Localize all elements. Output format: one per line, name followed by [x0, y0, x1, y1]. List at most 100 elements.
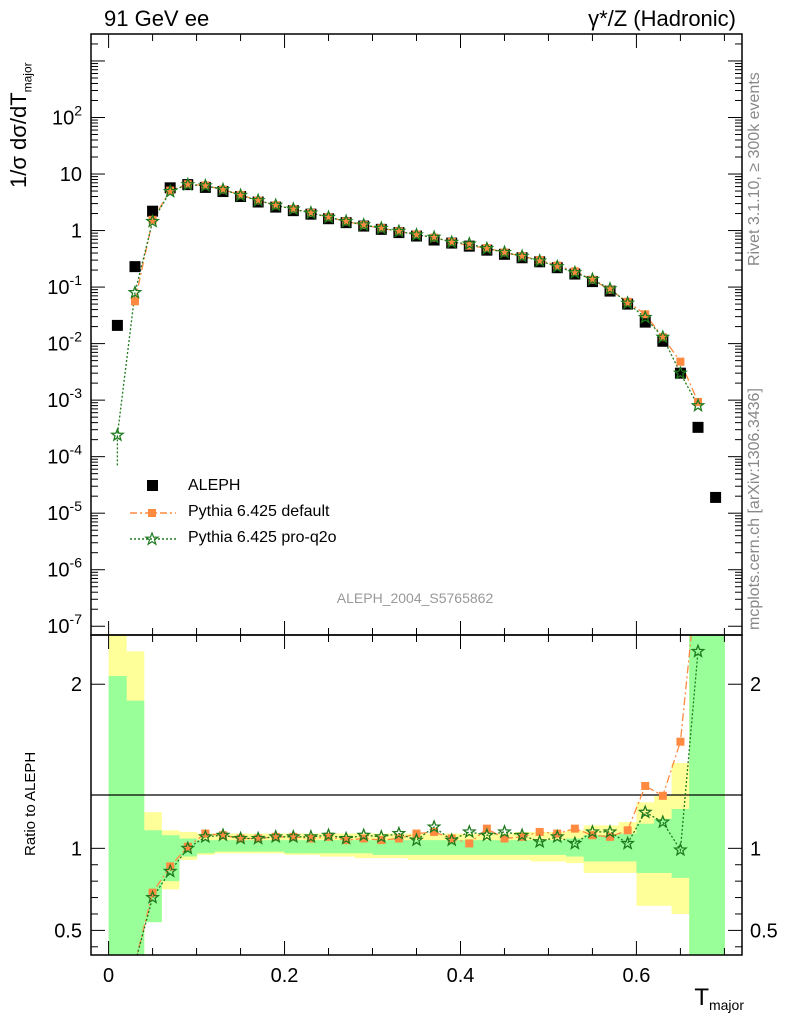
- proq2o-point: [162, 183, 178, 198]
- proq2o-point: [549, 258, 565, 273]
- band-green-bin: [214, 840, 233, 852]
- ratio-uncertainty-bands: [108, 635, 725, 955]
- ratio-default-point: [658, 791, 667, 800]
- default-point: [570, 267, 579, 276]
- ratio-y-tick-label-right: 2: [750, 674, 761, 696]
- ratio-default-point: [465, 839, 474, 848]
- main-y-axis-label-sub: major: [20, 62, 35, 93]
- ratio-default-point: [676, 737, 685, 746]
- band-green-bin: [337, 840, 356, 854]
- x-tick-label: 0: [103, 965, 114, 987]
- main-y-tick-label: 102: [52, 102, 82, 129]
- legend-proq2o-label: Pythia 6.425 pro-q2o: [188, 529, 337, 546]
- band-green-bin: [706, 635, 725, 955]
- default-point: [553, 261, 562, 270]
- ratio-proq2o-point: [497, 824, 512, 839]
- ratio-proq2o-point: [285, 828, 301, 844]
- default-point: [236, 191, 245, 200]
- proq2o-point: [602, 281, 618, 296]
- proq2o-point: [690, 397, 706, 413]
- main-y-tick-label: 10-2: [47, 329, 82, 356]
- band-green-bin: [390, 840, 409, 855]
- ratio-proq2o-point: [637, 804, 653, 819]
- ratio-default-point: [271, 832, 280, 841]
- ratio-proq2o-point: [250, 830, 266, 845]
- ratio-default-point: [694, 565, 702, 573]
- default-point: [271, 201, 280, 210]
- proq2o-point: [532, 252, 548, 268]
- band-green-bin: [618, 833, 637, 862]
- band-green-bin: [513, 840, 532, 855]
- ratio-plot-marks: [136, 565, 706, 955]
- aleph-point: [710, 491, 722, 503]
- band-green-bin: [442, 840, 461, 855]
- ratio-default-point: [535, 827, 544, 836]
- proq2o-point: [268, 197, 284, 212]
- aleph-point: [692, 421, 704, 433]
- band-green-bin: [636, 823, 655, 873]
- ratio-default-point: [306, 834, 315, 843]
- legend-default-marker: [130, 509, 176, 517]
- analysis-tag: ALEPH_2004_S5765862: [336, 590, 494, 606]
- ratio-default-point: [641, 781, 650, 790]
- axes-ticks: 10-7 10-6 10-5 10-4 10-3 10-2 10-1 1 10 102 0 0.2 0.…: [47, 33, 778, 987]
- rivet-version-label: Rivet 3.1.10, ≥ 300k events: [746, 72, 763, 266]
- proq2o-point: [567, 264, 583, 280]
- ratio-proq2o-point: [391, 825, 407, 840]
- legend: ALEPH Pythia 6.425 default Pythia 6.425 …: [128, 474, 408, 552]
- ratio-default-point: [289, 832, 298, 841]
- ratio-proq2o-point: [373, 828, 389, 844]
- proq2o-point: [127, 284, 143, 299]
- default-point: [535, 256, 544, 265]
- default-point: [324, 213, 333, 222]
- ratio-y-tick-label-right: 1: [750, 838, 761, 860]
- main-y-axis-label-text: 1/σ dσ/dT: [6, 92, 31, 188]
- default-point: [606, 285, 615, 294]
- proq2o-point: [672, 365, 688, 380]
- ratio-y-tick-label-left: 0.5: [54, 920, 82, 942]
- ratio-default-point: [342, 836, 351, 845]
- ratio-proq2o-point: [356, 827, 372, 842]
- proq2o-point: [584, 271, 601, 286]
- proq2o-point: [356, 217, 372, 232]
- aleph-point: [657, 335, 669, 347]
- proq2o-point: [321, 209, 336, 224]
- proq2o-point: [197, 177, 213, 193]
- ratio-y-tick-label-left: 2: [71, 674, 82, 696]
- ratio-proq2o-point: [197, 828, 213, 844]
- ratio-y-tick-label-right: 0.5: [750, 920, 778, 942]
- band-green-bin: [478, 840, 497, 855]
- ratio-proq2o-point: [303, 828, 319, 844]
- ratio-default-point: [500, 834, 509, 843]
- ratio-proq2o-point: [461, 824, 477, 839]
- default-point: [289, 205, 298, 214]
- default-point: [694, 397, 703, 406]
- aleph-point: [639, 316, 651, 328]
- band-green-bin: [689, 635, 708, 955]
- proq2o-point: [285, 201, 301, 216]
- ratio-proq2o-point: [567, 835, 583, 850]
- ratio-proq2o-point: [444, 832, 460, 847]
- proq2o-point: [620, 295, 636, 310]
- legend-proq2o-marker: [130, 531, 176, 546]
- default-point: [306, 208, 315, 217]
- legend-aleph-label: ALEPH: [188, 477, 241, 494]
- default-point: [254, 196, 263, 205]
- proq2o-point: [373, 220, 389, 235]
- main-y-tick-label: 10-1: [47, 272, 82, 299]
- default-point: [412, 230, 421, 239]
- legend-aleph-marker: [147, 480, 158, 491]
- proq2o-point: [514, 248, 530, 263]
- default-point: [342, 217, 351, 226]
- band-green-bin: [108, 676, 127, 955]
- process-label: γ*/Z (Hadronic): [588, 6, 736, 31]
- proq2o-point: [655, 329, 671, 344]
- proq2o-point: [426, 229, 442, 244]
- ratio-proq2o-point: [602, 823, 618, 839]
- default-point: [447, 237, 456, 246]
- proq2o-point: [479, 240, 495, 255]
- main-y-tick-label: 10-7: [47, 611, 82, 638]
- ratio-default-point: [218, 831, 227, 840]
- ratio-proq2o-point: [268, 828, 284, 844]
